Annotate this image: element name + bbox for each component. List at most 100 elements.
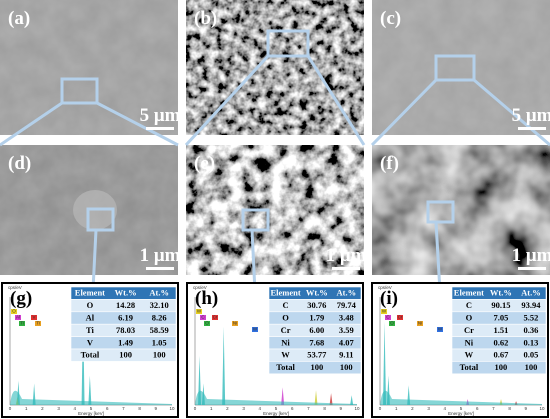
x-tick-label: 2 [226, 406, 229, 411]
panel-label: (c) [380, 8, 401, 29]
table-row [70, 348, 177, 362]
x-tick-label: 5 [90, 406, 93, 411]
spectrum-peak [281, 387, 285, 405]
peak-label: O [12, 309, 16, 314]
peak-label: V [32, 315, 35, 320]
table-cell: 58.59 [150, 325, 169, 335]
table-row [451, 361, 547, 375]
table-header: At.% [149, 288, 169, 298]
x-tick-label: 5 [275, 406, 278, 411]
peak-label: O [205, 321, 209, 326]
peak-label: Ni [418, 321, 422, 326]
table-cell: C [282, 300, 288, 310]
spectrum-peak [222, 326, 226, 405]
x-tick-label: 1 [210, 406, 213, 411]
table-cell: 53.77 [307, 350, 327, 360]
table-cell: 100 [495, 362, 508, 372]
scale-label: 1 μm [326, 245, 367, 266]
x-tick-label: 3 [57, 406, 60, 411]
x-tick-label: 8 [323, 406, 326, 411]
scale-label: 1 μm [512, 245, 550, 266]
x-tick-label: 4 [259, 406, 262, 411]
table-cell: Ti [86, 325, 95, 335]
x-axis-title: Energy [keV] [78, 411, 104, 416]
table-cell: 1.51 [493, 325, 508, 335]
x-tick-label: 5 [460, 406, 463, 411]
y-axis-title: cps/eV [8, 285, 22, 290]
x-tick-label: 3 [242, 406, 245, 411]
peak-label: W [438, 327, 443, 332]
table-cell: 3.48 [339, 312, 354, 322]
panel-label: (b) [194, 8, 217, 29]
peak-tag [252, 327, 258, 332]
scale-bar [332, 267, 360, 270]
table-cell: W [465, 350, 474, 360]
peak-tag [31, 315, 37, 320]
table-cell: Total [81, 350, 100, 360]
table-header: At.% [336, 288, 356, 298]
y-axis-title: cps/eV [378, 285, 392, 290]
x-tick-label: 10 [169, 406, 175, 411]
x-tick-label: 8 [138, 406, 141, 411]
table-cell: Ni [281, 337, 290, 347]
spectrum-background [10, 390, 172, 405]
spectrum-peak [314, 390, 318, 405]
table-cell: 7.68 [309, 337, 324, 347]
table-cell: 3.59 [339, 325, 354, 335]
table-cell: 8.26 [152, 312, 167, 322]
table-header: Element [454, 288, 484, 298]
table-cell: O [466, 312, 473, 322]
table-cell: 6.19 [118, 312, 133, 322]
table-cell: 4.07 [339, 337, 355, 347]
x-tick-label: 7 [122, 406, 125, 411]
table-cell: 6.00 [309, 325, 324, 335]
panel-label: (f) [380, 153, 399, 174]
spectrum-background [380, 390, 542, 405]
x-tick-label: 2 [41, 406, 44, 411]
x-tick-label: 10 [539, 406, 545, 411]
x-tick-label: 0 [9, 406, 12, 411]
x-tick-label: 9 [525, 406, 528, 411]
scale-label: 5 μm [140, 105, 181, 126]
panel-label: (i) [380, 288, 398, 309]
peak-tag [15, 315, 21, 320]
table-cell: Total [276, 362, 295, 372]
peak-label: Cr [213, 315, 218, 320]
table-cell: 100 [119, 350, 132, 360]
scale-bar [146, 267, 174, 270]
x-tick-label: 6 [106, 406, 109, 411]
table-cell: 0.62 [493, 337, 508, 347]
peak-label: O [390, 321, 394, 326]
peak-tag [204, 321, 210, 326]
x-tick-label: 4 [444, 406, 447, 411]
x-tick-label: 3 [427, 406, 430, 411]
table-cell: O [87, 300, 94, 310]
table-cell: 0.67 [493, 350, 509, 360]
table-row [268, 361, 362, 375]
table-cell: 30.76 [307, 300, 326, 310]
table-header: Element [75, 288, 105, 298]
scale-bar [518, 267, 546, 270]
table-header: Wt.% [306, 288, 328, 298]
spectrum-peak [350, 395, 354, 405]
table-cell: 93.94 [521, 300, 541, 310]
table-cell: 100 [525, 362, 538, 372]
peak-label: W [197, 309, 202, 314]
peak-tag [196, 309, 202, 314]
table-cell: W [281, 350, 290, 360]
table-cell: 0.36 [524, 325, 539, 335]
table-cell: 32.10 [150, 300, 169, 310]
scale-bar [518, 127, 546, 130]
peak-tag [212, 315, 218, 320]
x-axis-title: Energy [keV] [448, 411, 474, 416]
panel-label: (h) [195, 288, 218, 309]
peak-label: W [382, 309, 387, 314]
table-header: Wt.% [115, 288, 137, 298]
peak-tag [19, 321, 25, 326]
table-cell: 100 [340, 362, 353, 372]
table-cell: 100 [310, 362, 323, 372]
table-cell: 78.03 [116, 325, 135, 335]
spectrum-background [195, 390, 357, 405]
table-cell: 1.05 [152, 337, 167, 347]
sem-image [186, 145, 364, 275]
